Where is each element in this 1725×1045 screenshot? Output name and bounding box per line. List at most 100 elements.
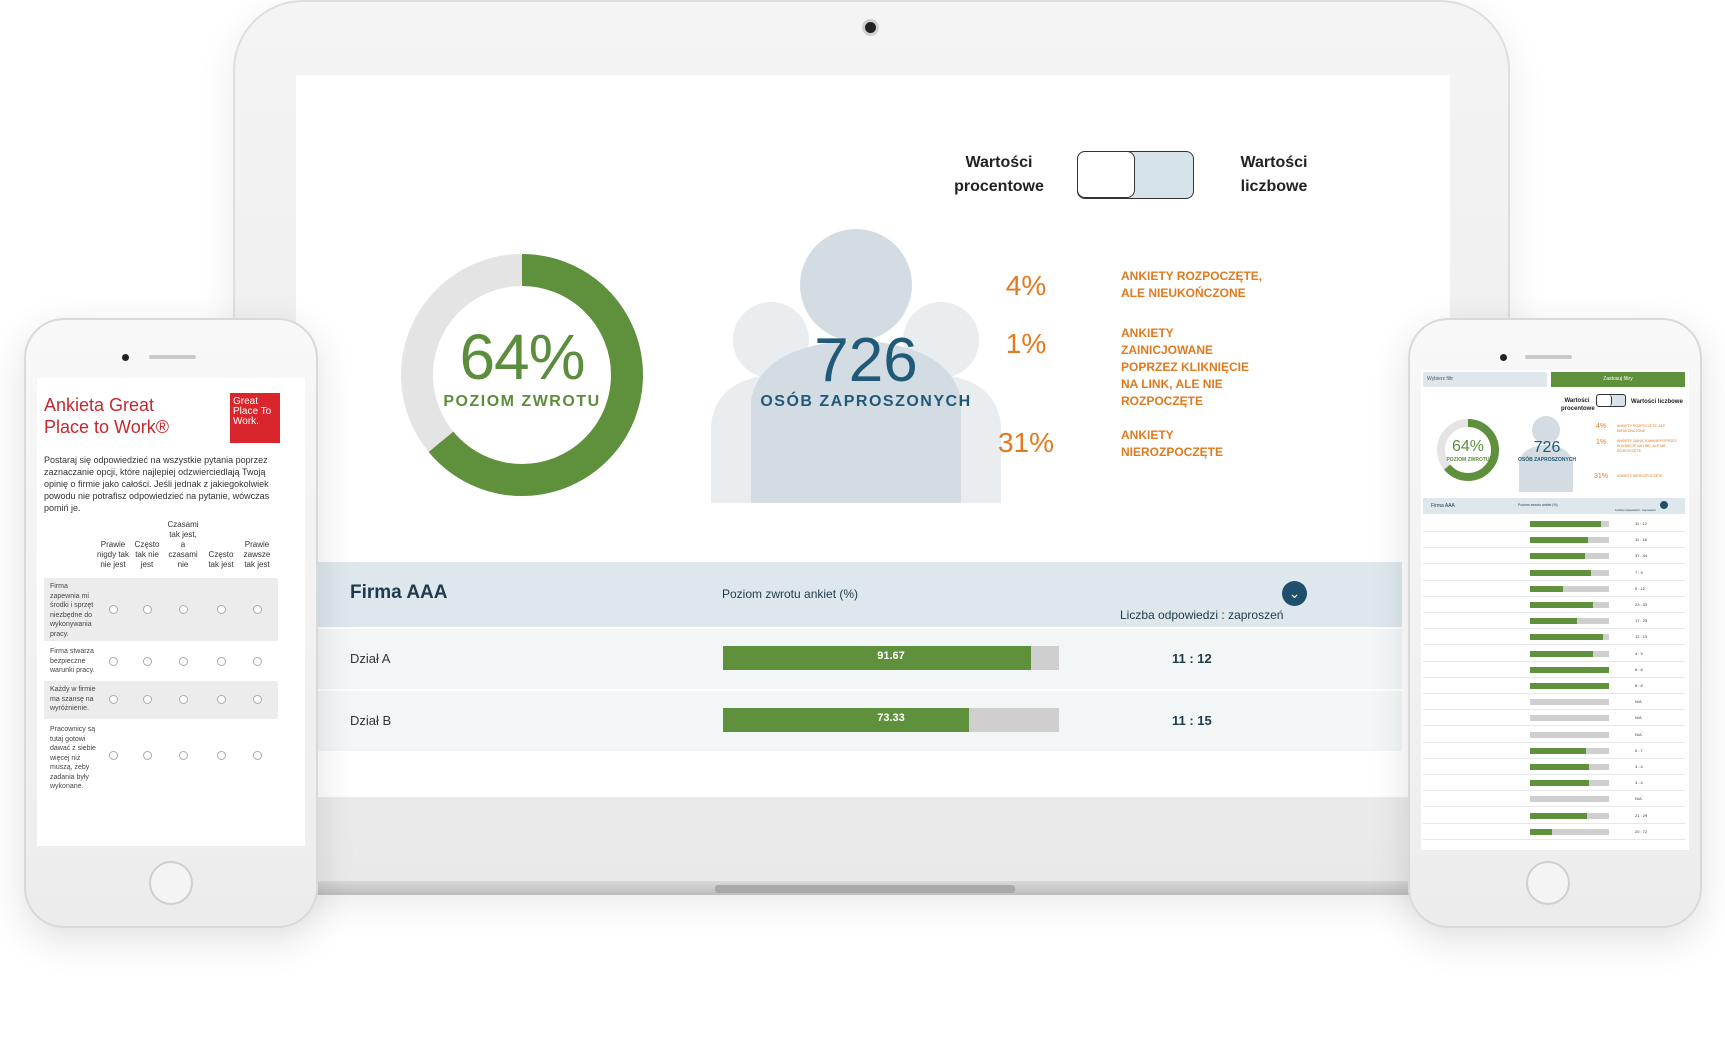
scale-option-3: Czasami tak jest, a czasami nie xyxy=(167,520,199,569)
laptop: Wartości procentowe Wartości liczbowe 64… xyxy=(225,0,1518,895)
answer-radio[interactable] xyxy=(179,695,188,704)
survey-question-row: Firma stwarza bezpieczne warunki pracy. xyxy=(44,643,278,680)
response-rate-label: POZIOM ZWROTU xyxy=(1446,457,1490,463)
laptop-screen: Wartości procentowe Wartości liczbowe 64… xyxy=(296,75,1450,797)
home-button[interactable] xyxy=(149,861,193,905)
numeric-label-line2: liczbowe xyxy=(1240,178,1308,195)
phone-camera xyxy=(122,354,129,361)
percent-values-label[interactable]: Wartości procentowe xyxy=(934,151,1064,199)
answer-radio[interactable] xyxy=(217,695,226,704)
phone-speaker xyxy=(149,355,196,359)
answer-radio[interactable] xyxy=(217,751,226,760)
answer-radio[interactable] xyxy=(217,657,226,666)
response-rate-bar-fill xyxy=(1530,764,1590,770)
answer-radio[interactable] xyxy=(253,657,262,666)
mobile-dashboard-screen: Wybierz filtr Zastosuj filtry Wartości p… xyxy=(1421,370,1689,850)
stat-text-line: NIEROZPOCZĘTE xyxy=(1121,445,1224,459)
answer-radio[interactable] xyxy=(253,605,262,614)
response-rate-bar xyxy=(1530,585,1609,592)
phone-camera xyxy=(1500,354,1507,361)
answer-radio[interactable] xyxy=(143,657,152,666)
department-name: Dział A xyxy=(350,651,391,666)
responses-invitations: 3 : 4 xyxy=(1635,780,1643,786)
great-place-to-work-logo: Great Place To Work. xyxy=(230,393,280,443)
rate-column-header: Poziom zwrotu ankiet (%) xyxy=(1518,503,1558,507)
answer-radio[interactable] xyxy=(253,751,262,760)
stat-not-started-value: 31% xyxy=(997,427,1055,458)
stat-started-unfinished-value: 4% xyxy=(1005,270,1047,301)
laptop-base xyxy=(225,881,1518,895)
answer-radio[interactable] xyxy=(179,751,188,760)
answer-radio[interactable] xyxy=(253,695,262,704)
response-rate-bar-fill xyxy=(723,708,970,732)
answer-radio[interactable] xyxy=(109,657,118,666)
invited-count-label: OSÓB ZAPROSZONYCH xyxy=(1517,457,1577,463)
rate-column-header: Poziom zwrotu ankiet (%) xyxy=(722,587,859,601)
numeric-values-label[interactable]: Wartości liczbowe xyxy=(1631,399,1683,405)
table-row: 21 : 29 xyxy=(1423,808,1685,824)
donut-fill-arc xyxy=(1437,419,1499,481)
response-rate-bar xyxy=(1530,521,1609,527)
response-rate-bar-fill xyxy=(1530,780,1590,787)
apply-filters-button[interactable]: Zastosuj filtry xyxy=(1551,372,1685,387)
response-rate-bar xyxy=(1530,666,1609,673)
value-mode-switch[interactable] xyxy=(1596,394,1626,407)
value-mode-switch[interactable] xyxy=(1077,151,1194,199)
answer-radio[interactable] xyxy=(109,695,118,704)
response-rate-bar-value: 73.33 xyxy=(877,712,905,724)
answer-radio[interactable] xyxy=(179,657,188,666)
answer-radio[interactable] xyxy=(143,751,152,760)
stat-text-line: ANKIETY xyxy=(1121,428,1174,442)
numeric-values-label[interactable]: Wartości liczbowe xyxy=(1224,151,1324,199)
answer-radio[interactable] xyxy=(109,751,118,760)
answer-radio[interactable] xyxy=(143,605,152,614)
chevron-down-icon[interactable] xyxy=(1660,501,1668,509)
responses-invitations: 17 : 25 xyxy=(1635,618,1648,624)
stat-value: 4% xyxy=(1595,423,1607,430)
table-row: 5 : 12 xyxy=(1423,581,1685,597)
home-button[interactable] xyxy=(1526,861,1570,905)
switch-knob[interactable] xyxy=(1597,395,1612,406)
table-row: 3 : 4 xyxy=(1423,759,1685,775)
response-rate-bar-fill xyxy=(723,646,1031,670)
question-text: Każdy w firmie ma szansę na wyróżnienie. xyxy=(50,686,96,712)
stat-label: ANKIETY ROZPOCZĘTE, ALE NIEUKOŃCZONE xyxy=(1617,424,1666,433)
scale-option-5: Prawie zawsze tak jest xyxy=(243,540,271,569)
value-mode-toggle-row: Wartości procentowe Wartości liczbowe xyxy=(296,151,1450,211)
table-row: 11 : 12 xyxy=(1423,516,1685,532)
table-row: 5 : 7 xyxy=(1423,743,1685,759)
response-rate-bar xyxy=(1530,828,1609,835)
response-rate-bar xyxy=(1530,683,1609,689)
survey-question-row: Każdy w firmie ma szansę na wyróżnienie. xyxy=(44,681,278,719)
responses-invitations: 21 : 29 xyxy=(1635,812,1648,818)
responses-invitations: 11 : 12 xyxy=(1172,651,1212,666)
response-rate-bar-fill xyxy=(1530,650,1594,657)
response-rate-bar-fill xyxy=(1530,634,1603,641)
filter-select[interactable]: Wybierz filtr xyxy=(1423,372,1547,387)
table-row: 37 : 44 xyxy=(1423,548,1685,565)
answer-radio[interactable] xyxy=(179,605,188,614)
response-rate-bar xyxy=(1530,796,1609,803)
survey-screen: Ankieta Great Place to Work® Great Place… xyxy=(37,378,305,846)
percent-values-label[interactable]: Wartości procentowe xyxy=(1561,398,1595,412)
response-rate-bar-fill xyxy=(1530,569,1591,576)
stat-clicked-not-started-label: ANKIETY ZAINICJOWANE POPRZEZ KLIKNIĘCIE … xyxy=(1121,325,1271,410)
response-rate-bar-fill xyxy=(1530,618,1578,625)
answer-radio[interactable] xyxy=(143,695,152,704)
response-rate-bar xyxy=(1530,602,1609,608)
chevron-down-icon[interactable]: ⌄ xyxy=(1282,581,1307,606)
answer-radio[interactable] xyxy=(217,605,226,614)
question-text: Firma zapewnia mi środki i sprzęt niezbę… xyxy=(50,583,94,638)
invited-count-value: 726 xyxy=(814,326,918,395)
stat-text-line: POPRZEZ KLIKNIĘCIE xyxy=(1121,360,1250,374)
response-rate-bar xyxy=(1530,634,1609,641)
answer-radio[interactable] xyxy=(109,605,118,614)
response-rate-value: 64% xyxy=(459,321,585,393)
stat-text-line: ALE NIEUKOŃCZONE xyxy=(1121,286,1246,300)
response-rate-bar xyxy=(1530,812,1609,819)
stat-text-line: ZAINICJOWANE xyxy=(1121,343,1214,357)
switch-knob[interactable] xyxy=(1077,151,1135,198)
response-rate-bar-fill xyxy=(1530,828,1553,835)
response-rate-bar xyxy=(1530,780,1609,787)
